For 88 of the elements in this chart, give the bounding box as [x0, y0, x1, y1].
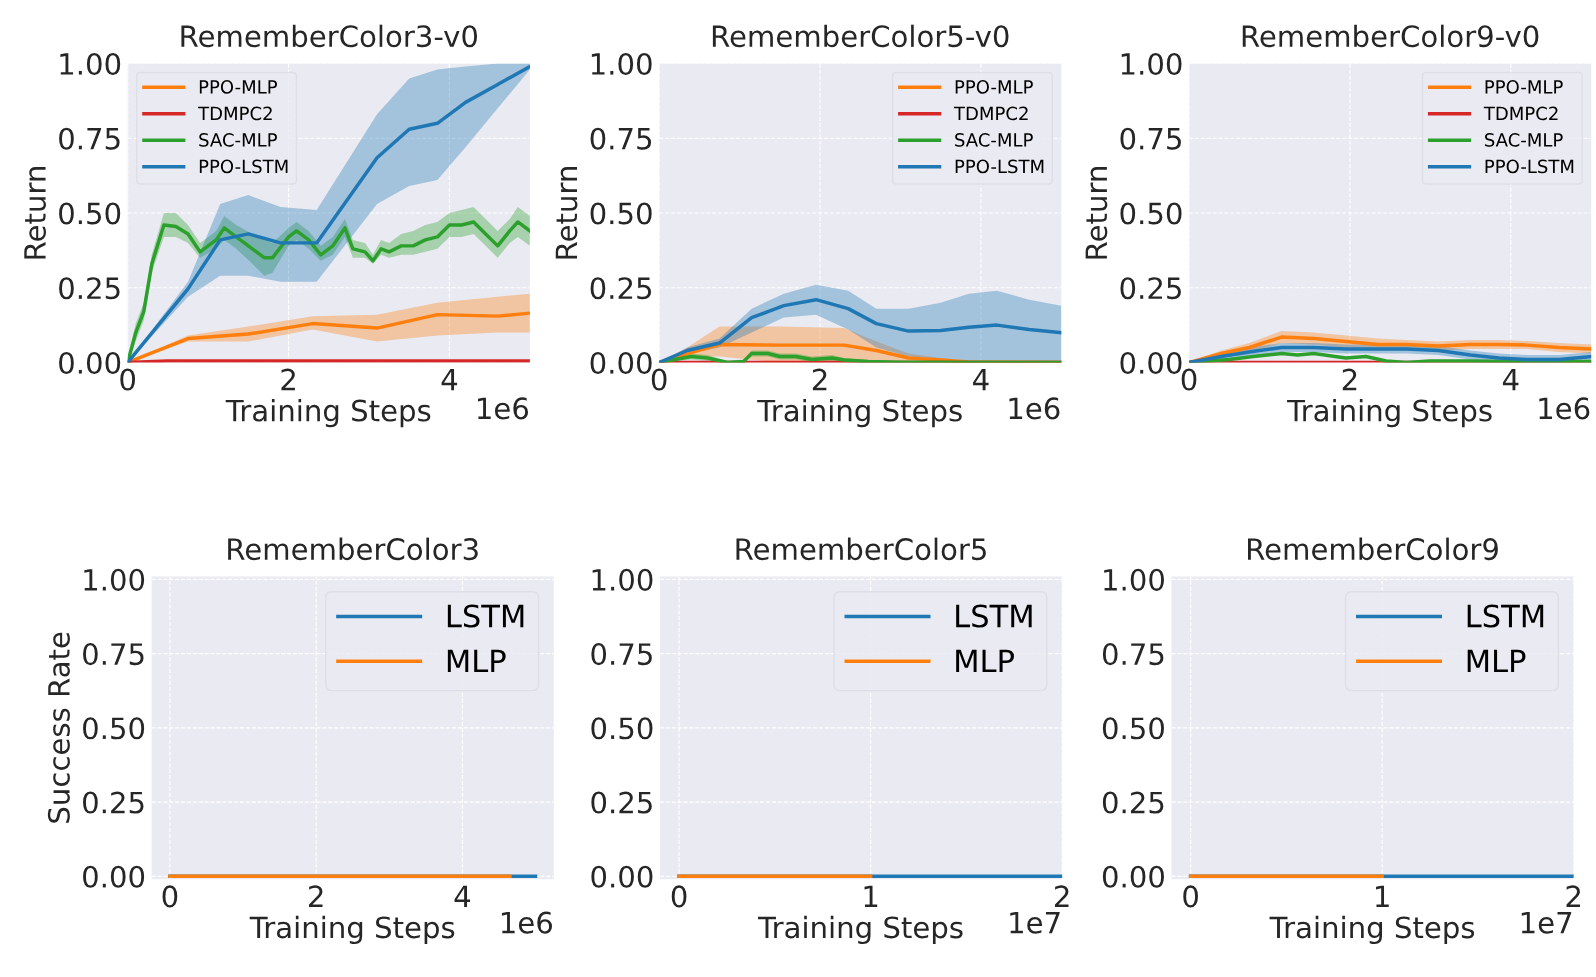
y-tick-label: 0.75 — [83, 643, 144, 666]
text: 1e6 — [501, 911, 552, 934]
x-tick-label: 2 — [812, 368, 827, 391]
legend-label: PPO-MLP — [1485, 80, 1563, 94]
x-tick-label: 1 — [1376, 885, 1389, 908]
legend-label: PPO-LSTM — [1485, 159, 1574, 174]
legend-label: PPO-MLP — [199, 80, 278, 94]
legend-label: TDMPC2 — [1483, 106, 1558, 121]
x-axis-title: Training Steps — [757, 915, 963, 945]
y-tick-label: 1.00 — [60, 52, 121, 75]
y-tick-label: 0.25 — [590, 277, 652, 300]
legend-label: LSTM — [447, 604, 524, 628]
legend-label: SAC-MLP — [1485, 133, 1563, 147]
y-tick-label: 0.00 — [591, 865, 653, 888]
x-tick-label: 0 — [671, 885, 687, 908]
y-tick-label: 0.75 — [590, 127, 652, 150]
y-tick-label: 0.50 — [590, 202, 652, 225]
legend-label: MLP — [447, 649, 506, 672]
chart-title: RememberColor3 — [228, 537, 478, 561]
y-tick-label: 0.25 — [59, 277, 120, 300]
y-tick-label: 1.00 — [1121, 52, 1182, 75]
x-tick-label: 2 — [1566, 885, 1581, 908]
chart-title: RememberColor5-v0 — [712, 24, 1009, 48]
y-tick-label: 0.25 — [1120, 277, 1181, 300]
y-tick-label: 1.00 — [1104, 568, 1164, 591]
x-tick-label: 0 — [120, 368, 136, 391]
x-tick-label: 2 — [1055, 885, 1069, 908]
chart-title: RememberColor9 — [1248, 537, 1498, 561]
x-tick-label: 4 — [441, 368, 458, 391]
legend-label: PPO-LSTM — [199, 159, 288, 174]
y-tick-label: 0.00 — [590, 351, 652, 374]
text: 1e7 — [1010, 912, 1060, 934]
y-tick-label: 0.00 — [1102, 865, 1164, 888]
x-axis-title: Training Steps — [249, 915, 455, 945]
x-tick-label: 0 — [651, 368, 667, 391]
legend-label: PPO-MLP — [955, 80, 1033, 94]
legend-label: SAC-MLP — [955, 133, 1033, 147]
y-axis-title: Return — [24, 167, 46, 259]
y-tick-label: 0.50 — [1102, 717, 1164, 740]
chart-title: RememberColor3-v0 — [181, 24, 478, 48]
legend-label: MLP — [1467, 649, 1526, 672]
y-tick-label: 0.75 — [1102, 643, 1164, 666]
x-tick-label: 0 — [162, 885, 178, 908]
x-tick-label: 2 — [1342, 368, 1357, 391]
chart-title: RememberColor9-v0 — [1242, 24, 1539, 48]
y-tick-label: 0.75 — [59, 127, 120, 150]
x-tick-label: 2 — [281, 368, 295, 391]
chart-title: RememberColor5 — [736, 537, 986, 561]
legend-label: MLP — [956, 649, 1014, 672]
y-tick-label: 0.50 — [59, 202, 121, 225]
y-tick-label: 0.25 — [1102, 791, 1164, 814]
y-tick-label: 0.50 — [83, 717, 145, 740]
text: 1e6 — [1009, 397, 1060, 420]
y-tick-label: 0.50 — [1120, 202, 1182, 225]
text: 1e7 — [1521, 912, 1572, 934]
y-tick-label: 1.00 — [591, 52, 652, 75]
y-axis-title: Return — [555, 167, 578, 259]
x-tick-label: 4 — [454, 885, 471, 908]
text: 1e6 — [478, 397, 529, 420]
text: 1e6 — [1539, 397, 1590, 420]
y-tick-label: 1.00 — [84, 568, 145, 591]
x-axis-title: Training Steps — [757, 399, 962, 428]
legend-label: TDMPC2 — [198, 106, 272, 121]
legend-label: SAC-MLP — [199, 133, 277, 147]
y-axis-title: Return — [1085, 167, 1108, 259]
legend-label: PPO-LSTM — [955, 159, 1044, 174]
y-tick-label: 0.25 — [83, 791, 144, 814]
x-tick-label: 0 — [1181, 368, 1197, 391]
x-tick-label: 2 — [309, 885, 323, 908]
x-axis-title: Training Steps — [1269, 915, 1475, 945]
x-axis-title: Training Steps — [1287, 399, 1492, 428]
y-tick-label: 0.50 — [591, 717, 653, 740]
x-axis-title: Training Steps — [225, 399, 431, 428]
y-tick-label: 0.00 — [59, 351, 121, 374]
y-tick-label: 0.00 — [1120, 351, 1182, 374]
x-tick-label: 4 — [1502, 368, 1519, 391]
y-tick-label: 0.00 — [83, 865, 145, 888]
y-tick-label: 0.75 — [591, 643, 652, 666]
x-tick-label: 4 — [973, 368, 989, 391]
x-tick-label: 0 — [1183, 885, 1198, 908]
y-tick-label: 0.75 — [1120, 127, 1181, 150]
legend-label: LSTM — [956, 604, 1032, 628]
legend-label: TDMPC2 — [953, 106, 1028, 121]
legend-label: LSTM — [1467, 604, 1544, 628]
y-tick-label: 1.00 — [592, 568, 653, 591]
y-axis-title: Success Rate — [47, 632, 70, 823]
x-tick-label: 1 — [864, 885, 878, 908]
y-tick-label: 0.25 — [591, 791, 652, 814]
